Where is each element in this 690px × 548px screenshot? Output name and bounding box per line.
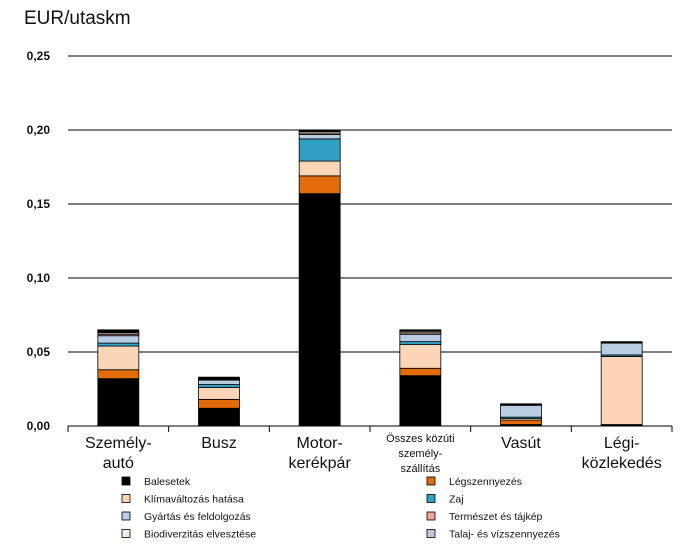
legend: Balesetek Légszennyezés Klímaváltozás hatá…: [121, 476, 560, 541]
bar-segment: [97, 369, 140, 380]
bar-segment: [399, 367, 442, 377]
y-tick-label: 0,15: [27, 197, 51, 211]
x-tick-label: Személy-autó: [85, 435, 152, 472]
bar-segment: [97, 335, 140, 344]
y-tick-label: 0,00: [27, 419, 51, 433]
bar-segment: [399, 329, 442, 332]
bar-segment: [198, 379, 240, 385]
bars: [97, 129, 643, 427]
legend-label: Balesetek: [144, 476, 191, 488]
bar-segment: [399, 344, 442, 369]
bar-segment: [399, 375, 442, 427]
bar-segment: [198, 376, 240, 381]
legend-item: Biodiverzitás elvesztése: [121, 529, 256, 541]
legend-label: Klímaváltozás hatása: [144, 494, 244, 506]
legend-item: Klímaváltozás hatása: [121, 494, 244, 506]
y-tick-labels: 0,00 0,05 0,10 0,15 0,20 0,25: [27, 49, 51, 433]
legend-item: Zaj: [426, 494, 464, 506]
bar-segment: [600, 342, 643, 356]
y-tick-label: 0,05: [27, 345, 51, 359]
legend-swatch: [121, 476, 131, 486]
legend-swatch: [426, 476, 436, 486]
bar-segment: [298, 129, 341, 132]
legend-swatch: [121, 511, 131, 521]
bar-stack: [399, 329, 442, 427]
y-tick-label: 0,20: [27, 123, 51, 137]
legend-swatch: [426, 529, 436, 538]
legend-swatch: [426, 511, 436, 521]
legend-label: Gyártás és feldolgozás: [144, 511, 251, 523]
x-axis: Személy-autó Busz Motor-kerékpár Összes köz…: [67, 425, 673, 475]
legend-label: Talaj- és vízszennyezés: [449, 529, 560, 541]
bar-segment: [298, 175, 341, 195]
x-tick-label: Vasút: [501, 435, 541, 452]
bar-segment: [399, 341, 442, 346]
y-tick-label: 0,25: [27, 49, 51, 63]
bar-segment: [500, 404, 542, 418]
legend-swatch: [121, 494, 131, 503]
bar-stack: [600, 341, 643, 427]
x-tick-label: Motor-kerékpár: [289, 435, 352, 472]
legend-label: Légszennyezés: [449, 476, 522, 488]
bar-segment: [600, 341, 643, 344]
bar-stack: [500, 403, 542, 427]
bar-stack: [198, 376, 240, 427]
bar-segment: [298, 193, 341, 427]
bar-segment: [97, 329, 140, 334]
x-tick-label: Légi-közlekedés: [582, 435, 662, 472]
bar-segment: [298, 138, 341, 162]
legend-label: Természet és tájkép: [449, 511, 543, 523]
legend-item: Talaj- és vízszennyezés: [426, 529, 560, 541]
legend-item: Gyártás és feldolgozás: [121, 511, 251, 523]
legend-label: Zaj: [449, 494, 464, 506]
bar-segment: [600, 356, 643, 425]
bar-segment: [198, 387, 240, 400]
legend-swatch: [426, 494, 436, 503]
legend-item: Balesetek: [121, 476, 191, 488]
legend-swatch: [121, 529, 131, 538]
bar-segment: [198, 407, 240, 427]
gridlines: [68, 55, 672, 353]
legend-item: Légszennyezés: [426, 476, 522, 488]
bar-segment: [298, 134, 341, 140]
legend-item: Természet és tájkép: [426, 511, 543, 523]
y-axis-unit-label: EUR/utaskm: [24, 8, 131, 29]
y-tick-label: 0,10: [27, 271, 51, 285]
bar-segment: [198, 398, 240, 409]
bar-stack: [97, 329, 140, 427]
x-tick-label: Busz: [201, 435, 237, 452]
bar-segment: [399, 333, 442, 343]
bar-segment: [97, 342, 140, 347]
bar-segment: [97, 378, 140, 427]
legend-label: Biodiverzitás elvesztése: [144, 529, 256, 541]
bar-stack: [298, 129, 341, 427]
bar-segment: [97, 345, 140, 371]
bar-segment: [298, 160, 341, 177]
bar-segment: [500, 403, 542, 406]
x-tick-label: Összes közúti személy-szállítás: [386, 433, 454, 475]
bar-segment: [198, 384, 240, 388]
bar-segment: [500, 419, 542, 425]
